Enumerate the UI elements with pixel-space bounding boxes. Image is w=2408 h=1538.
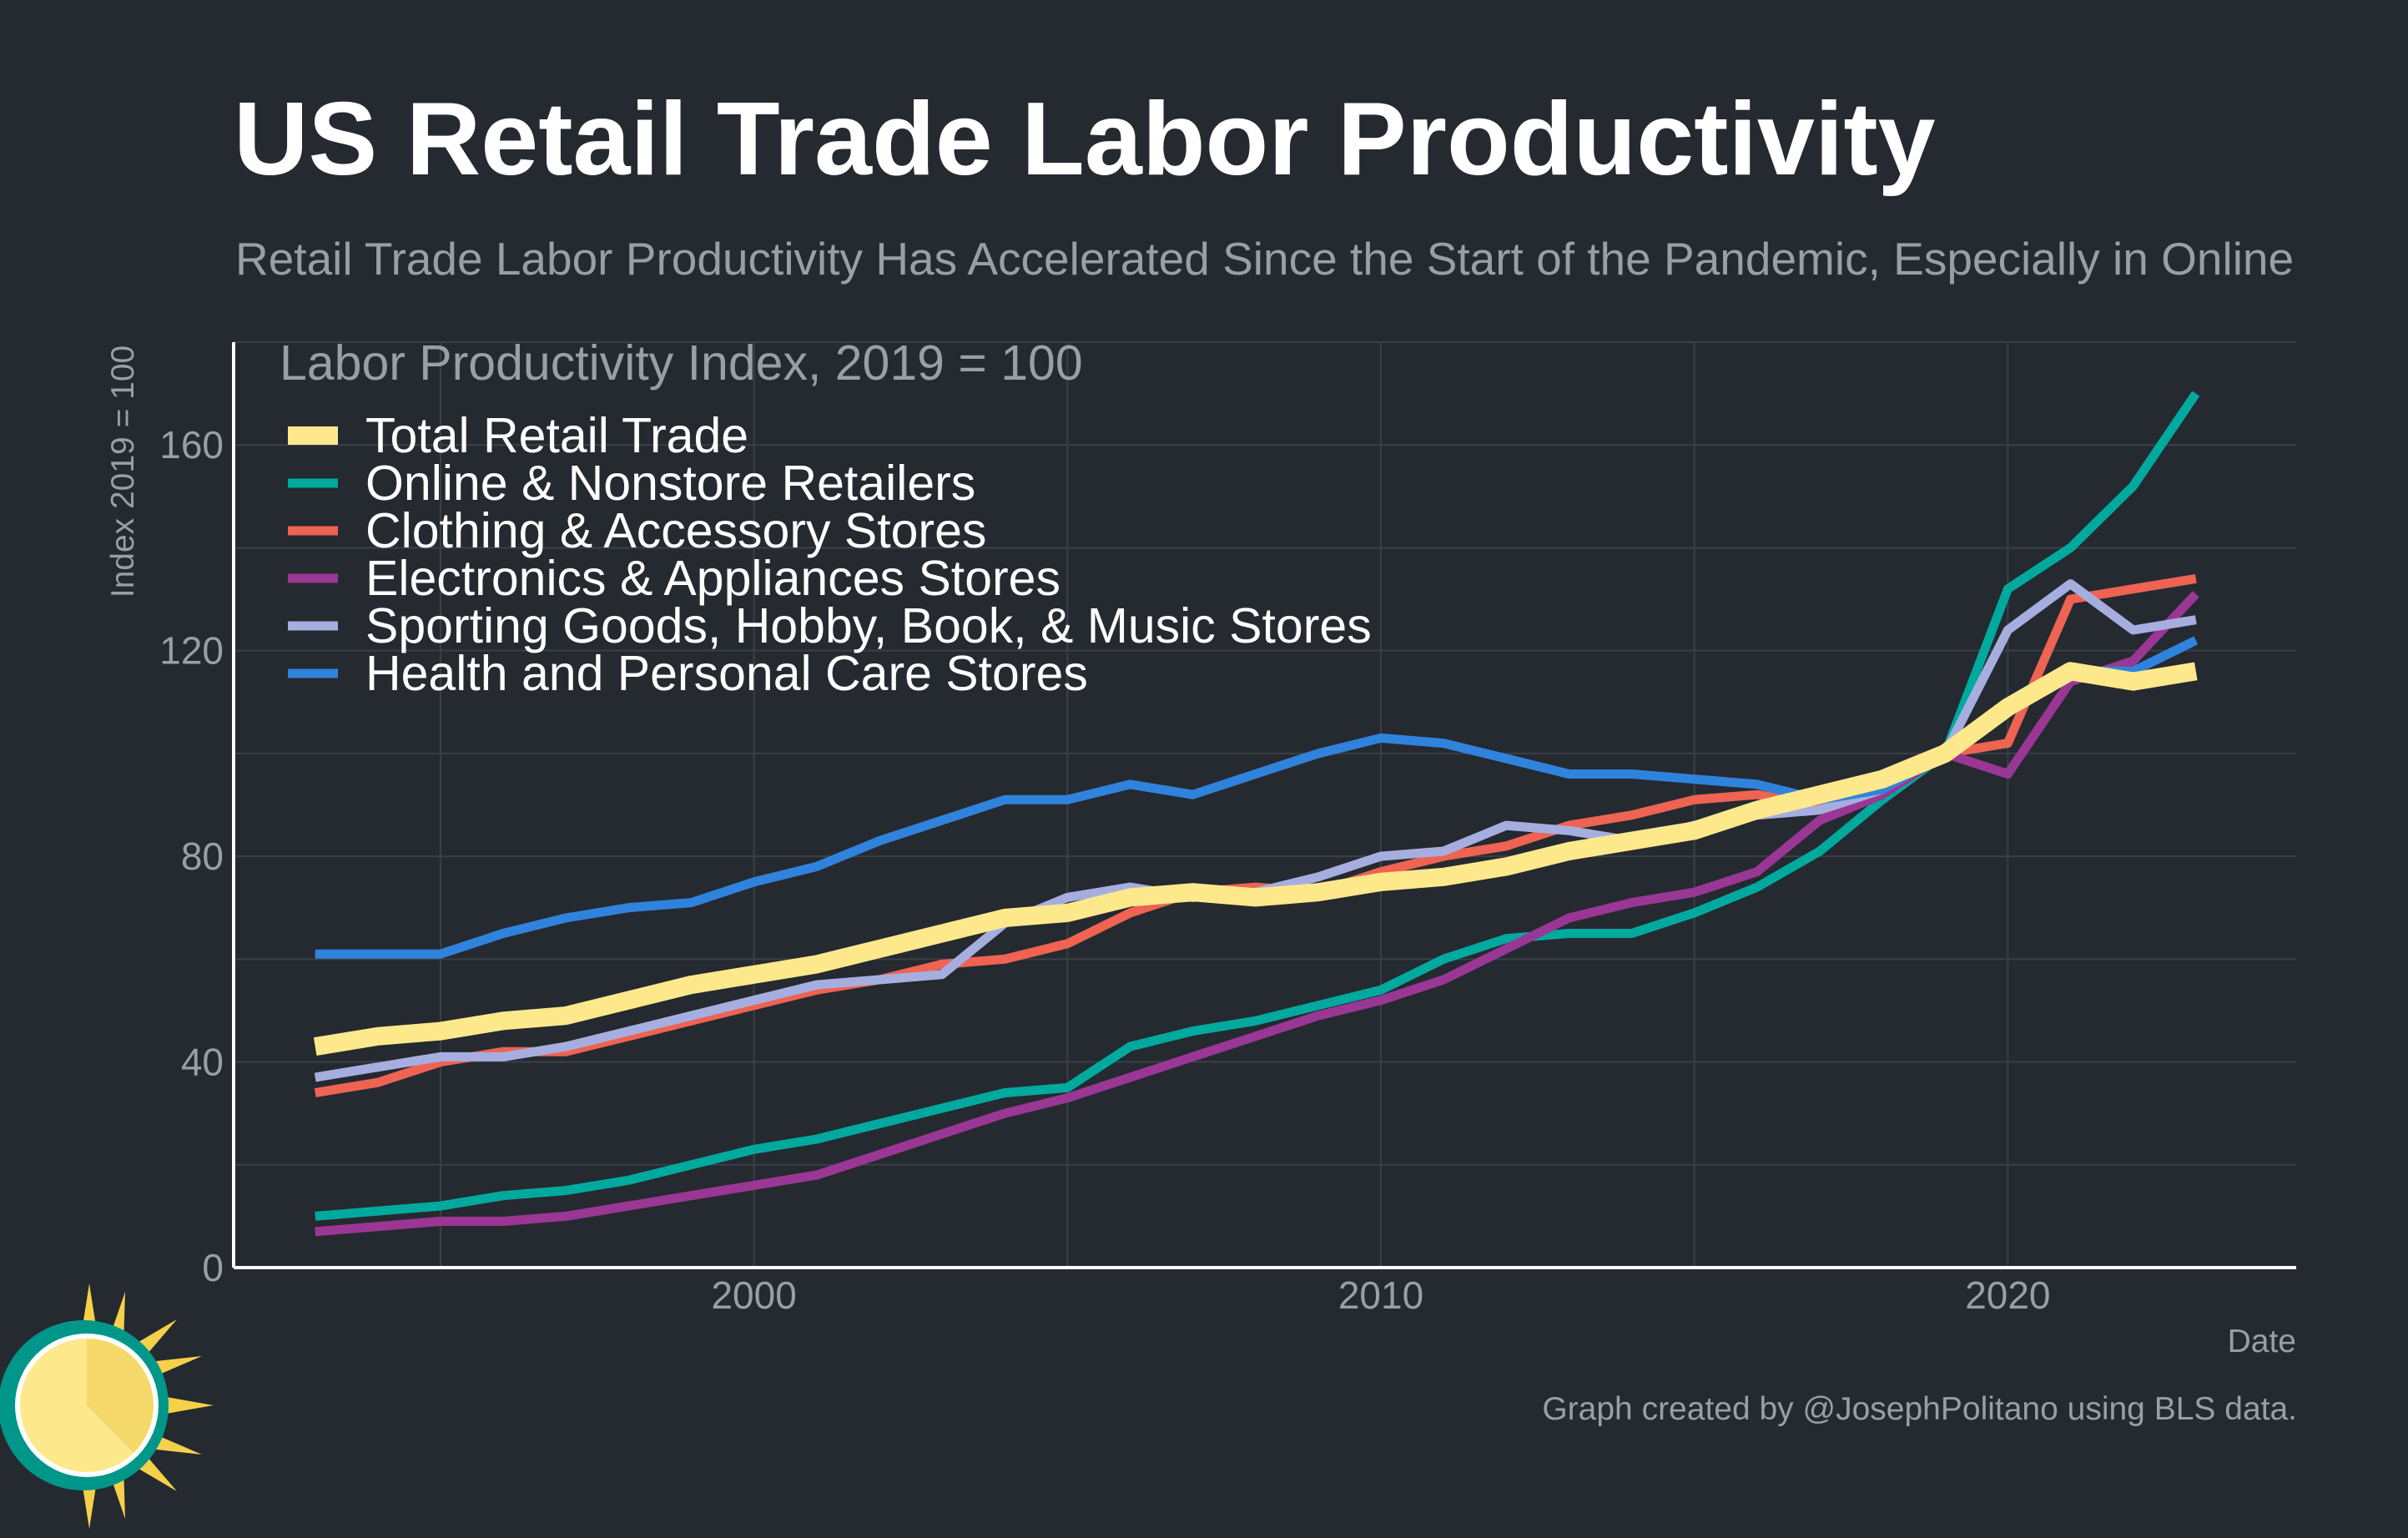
y-tick-label: 40 [181,1041,224,1084]
data-series [313,391,2200,1237]
series-line [315,591,2199,1237]
grid-lines [234,341,2296,1268]
legend-label: Health and Personal Care Stores [365,646,1088,701]
y-tick-label: 120 [159,629,224,673]
legend-title: Labor Productivity Index, 2019 = 100 [280,335,1083,391]
axes [232,342,2296,1269]
y-tick-label: 0 [202,1246,224,1289]
legend-label: Clothing & Accessory Stores [365,503,986,558]
legend-label: Sporting Goods, Hobby, Book, & Music Sto… [365,598,1372,653]
chart-subtitle: Retail Trade Labor Productivity Has Acce… [235,233,2295,285]
source-note: Graph created by @JosephPolitano using B… [1542,1391,2297,1427]
series-line [315,636,2199,959]
y-tick-label: 160 [159,423,224,466]
series-line [313,662,2198,1056]
x-tick-label: 2010 [1338,1273,1423,1317]
legend: Labor Productivity Index, 2019 = 100 Tota… [280,335,1372,701]
series-line [315,391,2200,1221]
legend-label: Online & Nonstore Retailers [365,456,975,511]
legend-label: Total Retail Trade [365,408,748,463]
chart-title: US Retail Trade Labor Productivity [234,82,1936,197]
y-tick-label: 80 [181,835,224,878]
sun-logo-icon [0,1283,214,1529]
y-axis-title: Index 2019 = 100 [105,345,141,598]
tick-labels: 0 40 80 120 160 2000 2010 2020 Date Index 2019 = … [105,345,2296,1359]
x-tick-label: 2000 [711,1273,796,1317]
legend-label: Electronics & Appliances Stores [365,551,1060,606]
x-tick-label: 2020 [1965,1273,2050,1317]
x-axis-title: Date [2228,1324,2296,1359]
